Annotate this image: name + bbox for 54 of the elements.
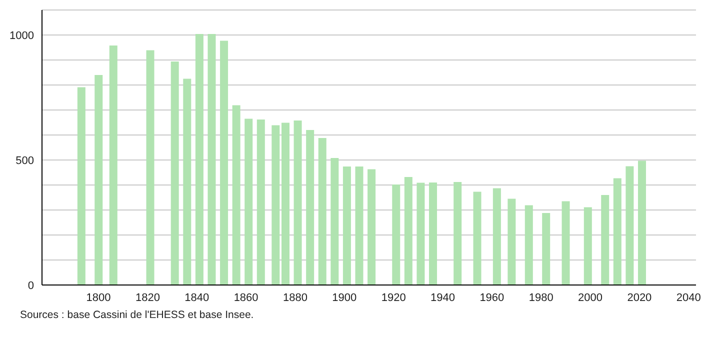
x-tick-label: 1860 bbox=[234, 292, 258, 304]
x-tick-label: 1960 bbox=[480, 292, 504, 304]
bar bbox=[368, 169, 376, 285]
x-tick-label: 1880 bbox=[283, 292, 308, 304]
bar bbox=[342, 166, 351, 285]
bar bbox=[542, 213, 550, 285]
bar bbox=[508, 198, 516, 285]
bar bbox=[562, 201, 570, 285]
bar bbox=[404, 177, 412, 285]
y-tick-label: 1000 bbox=[10, 30, 34, 42]
bar bbox=[170, 62, 179, 285]
bar bbox=[306, 130, 314, 285]
bar bbox=[281, 122, 290, 285]
y-tick-label: 0 bbox=[28, 280, 34, 292]
bar bbox=[638, 160, 646, 285]
x-tick-label: 1940 bbox=[430, 292, 455, 304]
x-tick-label: 2020 bbox=[627, 292, 652, 304]
x-tick-label: 1820 bbox=[135, 292, 160, 304]
bar bbox=[584, 207, 592, 285]
bar bbox=[473, 192, 482, 285]
bar bbox=[613, 178, 622, 285]
x-tick-label: 1800 bbox=[86, 292, 111, 304]
bar bbox=[244, 118, 253, 285]
bar bbox=[256, 120, 265, 285]
bar bbox=[355, 166, 364, 285]
x-tick-label: 2040 bbox=[676, 292, 701, 304]
bar bbox=[146, 50, 154, 285]
bar bbox=[77, 87, 86, 285]
x-tick-label: 2000 bbox=[578, 292, 603, 304]
bar bbox=[626, 166, 634, 285]
bar bbox=[272, 125, 280, 285]
y-tick-label: 500 bbox=[16, 154, 34, 167]
x-tick-label: 1840 bbox=[184, 292, 210, 304]
bar bbox=[109, 46, 118, 285]
bar bbox=[220, 40, 228, 285]
x-tick-label: 1980 bbox=[528, 292, 554, 304]
bar bbox=[183, 78, 192, 285]
bar bbox=[294, 120, 302, 285]
bar bbox=[208, 34, 216, 285]
bar bbox=[454, 182, 462, 285]
bar bbox=[94, 75, 103, 285]
bar bbox=[524, 205, 533, 285]
bar bbox=[330, 158, 339, 285]
bar bbox=[601, 195, 610, 285]
bar bbox=[492, 188, 501, 285]
x-tick-label: 1920 bbox=[381, 292, 406, 304]
bar bbox=[195, 34, 204, 285]
x-tick-label: 1900 bbox=[332, 292, 357, 304]
bar bbox=[232, 105, 240, 285]
bar bbox=[416, 182, 425, 285]
bar bbox=[429, 182, 438, 285]
bar bbox=[392, 184, 400, 285]
bar bbox=[318, 138, 326, 285]
source-note: Sources : base Cassini de l'EHESS et base Insee. bbox=[20, 309, 255, 321]
